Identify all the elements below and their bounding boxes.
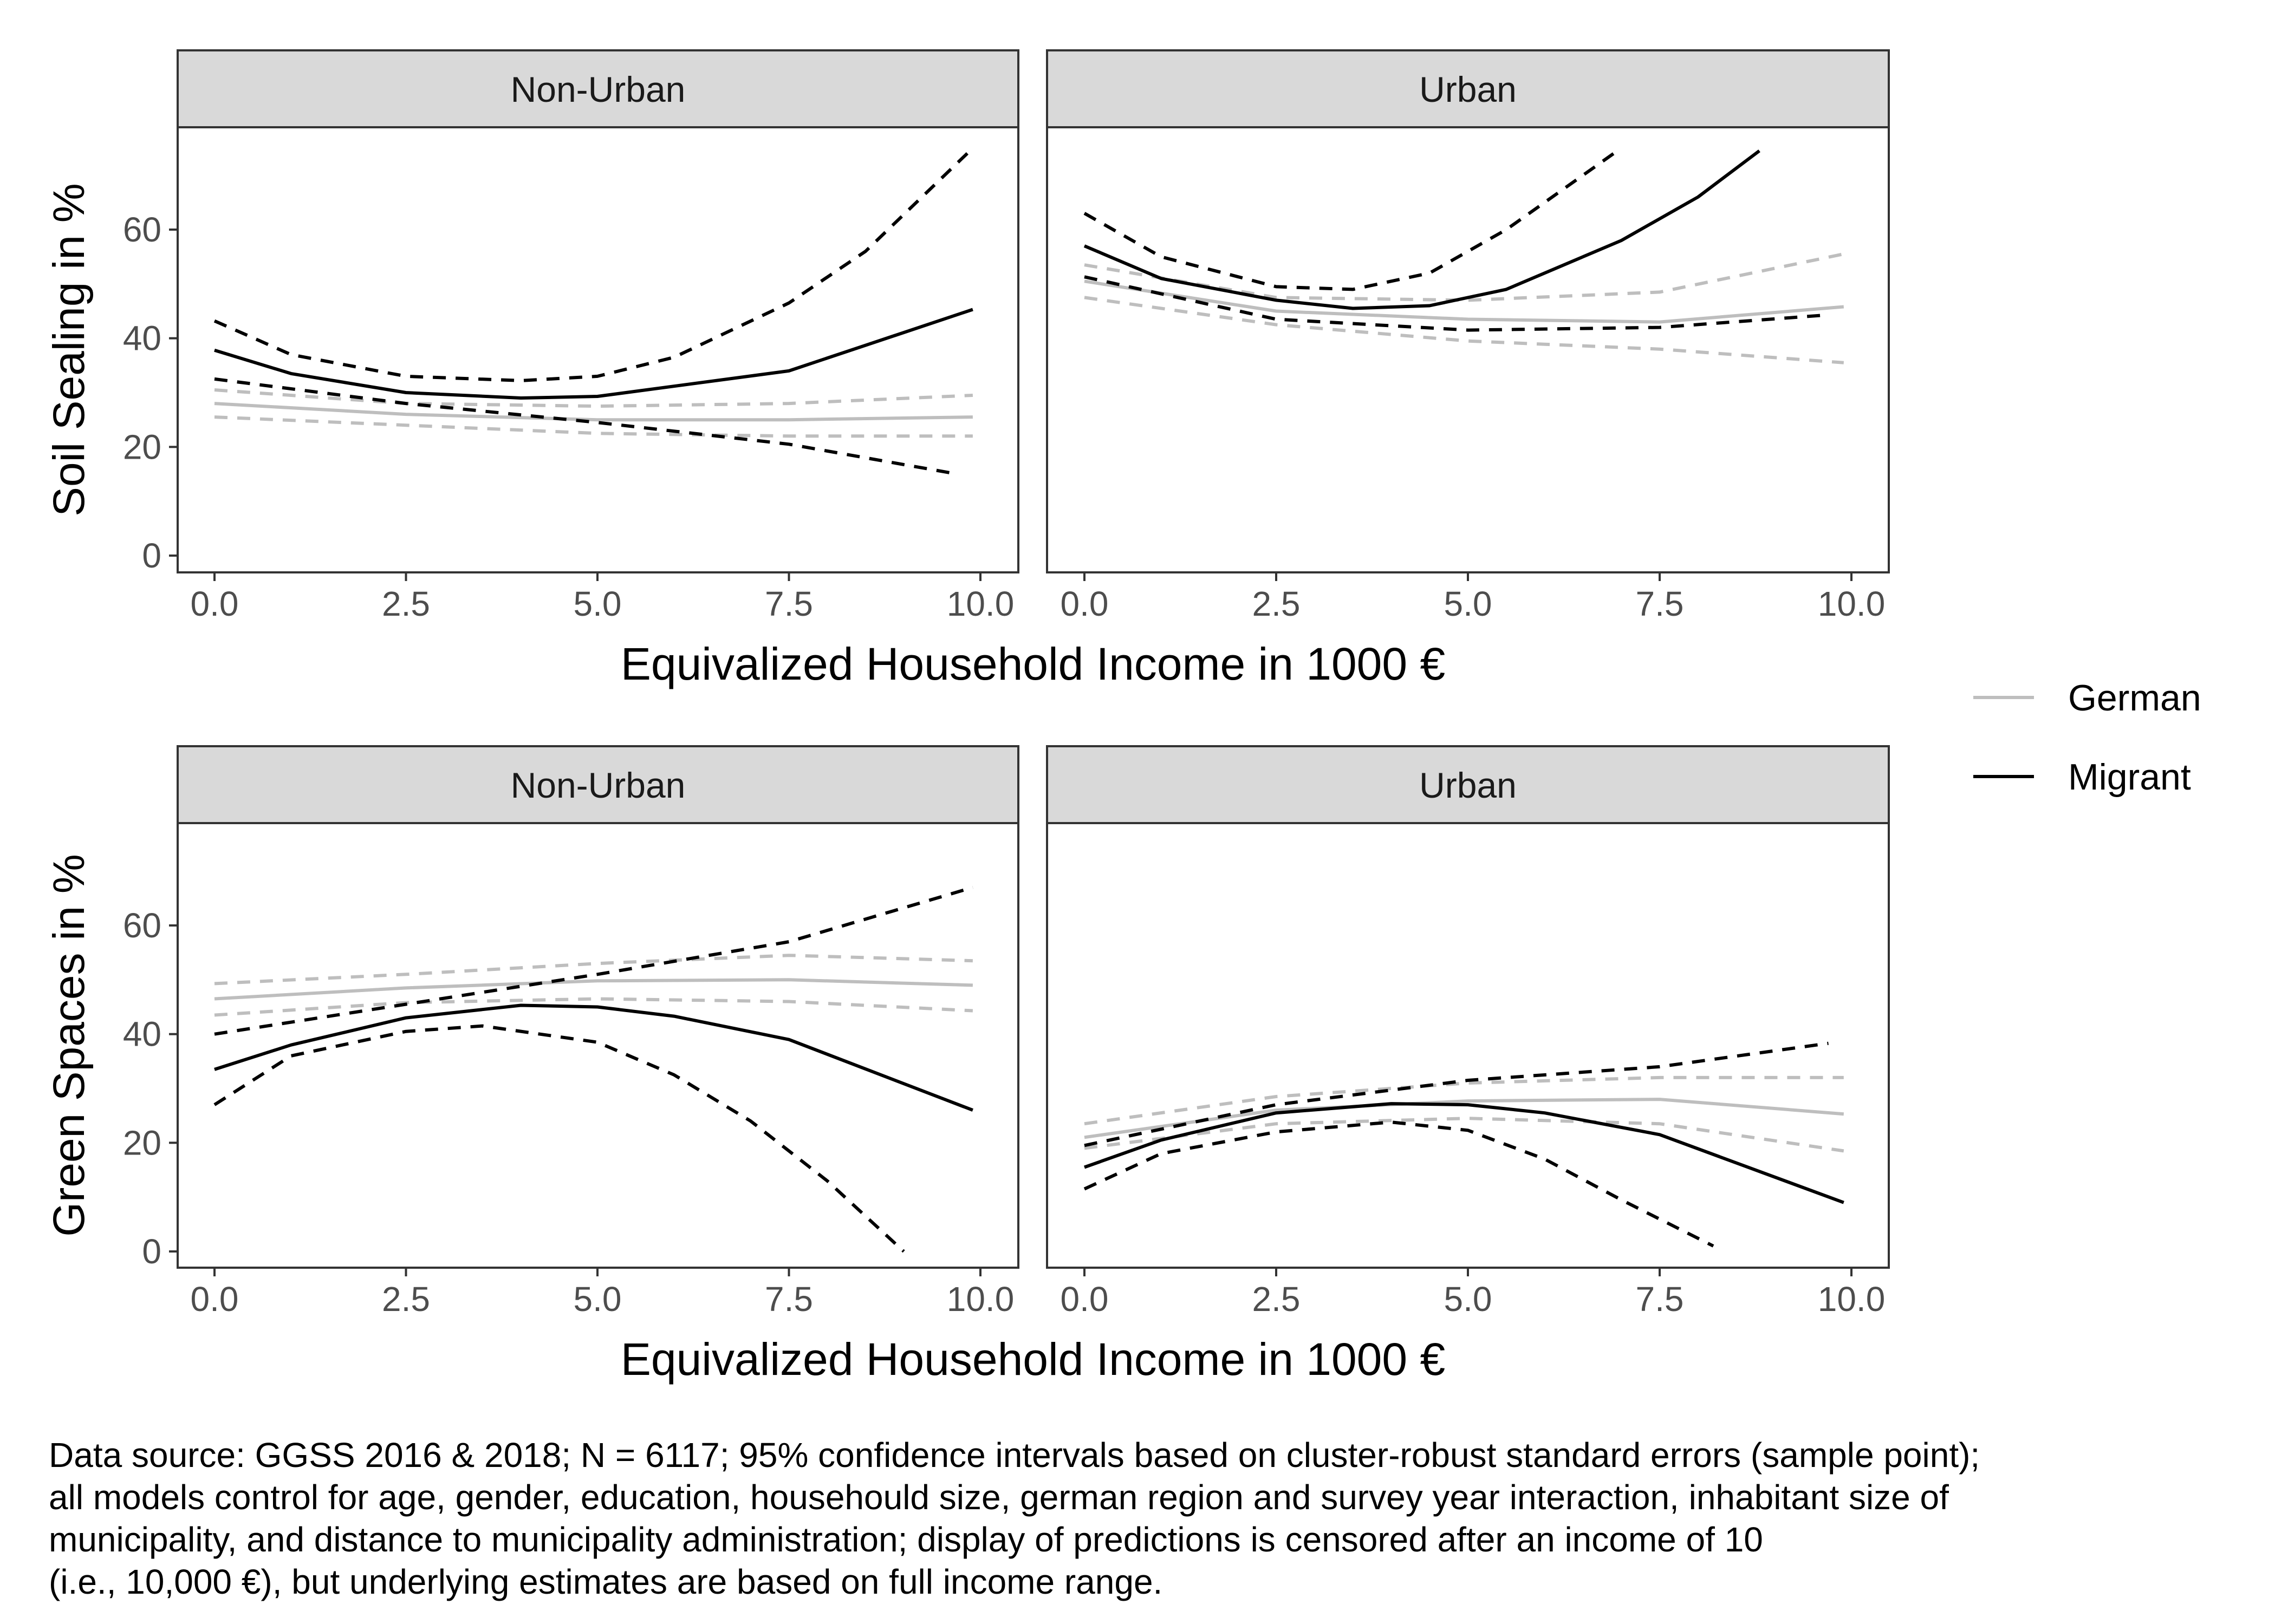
caption-line-3: municipality, and distance to municipali… [49, 1520, 1763, 1559]
migrant-ci-lower-line [214, 377, 958, 476]
legend-label: German [2068, 677, 2201, 719]
x-axis-title: Equivalized Household Income in 1000 € [621, 1334, 1445, 1385]
german-ci-lower-line [1084, 296, 1844, 364]
x-tick-label: 10.0 [947, 584, 1015, 623]
x-tick-label: 2.5 [382, 1280, 430, 1319]
y-tick-label: 60 [123, 906, 161, 945]
x-tick-label: 10.0 [1818, 1280, 1886, 1319]
x-tick-label: 7.5 [765, 584, 813, 623]
panel-bottom-right: Urban 0.0 2.5 5.0 7.5 10.0 [1046, 745, 1890, 1319]
series-group [213, 885, 973, 1253]
facet-label: Urban [1419, 765, 1517, 805]
y-tick-label: 20 [123, 427, 161, 466]
y-axis-title: Green Spaces in % [44, 854, 94, 1237]
series-group [1083, 1041, 1844, 1248]
migrant-estimate-line [1083, 149, 1760, 310]
y-tick-label: 60 [123, 210, 161, 249]
german-estimate-line [214, 978, 973, 1001]
y-tick-label: 20 [123, 1123, 161, 1162]
facet-strip [1046, 745, 1890, 824]
y-tick-label: 40 [123, 1015, 161, 1054]
panel-bottom-left: Non-Urban 0.0 2.5 5.0 7.5 10.0 0 20 40 60 Green Sp… [44, 745, 1019, 1319]
caption-line-4: (i.e., 10,000 €), but underlying estimat… [49, 1562, 1163, 1601]
x-tick-label: 10.0 [1818, 584, 1886, 623]
migrant-estimate-line [214, 1003, 973, 1112]
facet-label: Urban [1419, 69, 1517, 109]
german-estimate-line [1084, 279, 1844, 324]
series-group [1083, 149, 1844, 364]
migrant-ci-upper-line [214, 885, 973, 1036]
x-tick-label: 5.0 [1444, 584, 1492, 623]
migrant-ci-upper-line [1084, 1041, 1829, 1147]
x-tick-label: 10.0 [947, 1280, 1015, 1319]
series-group [213, 147, 974, 476]
migrant-ci-upper-line [1083, 152, 1615, 291]
migrant-ci-lower-line [1083, 1120, 1714, 1248]
y-tick-label: 0 [142, 536, 161, 575]
x-tick-label: 7.5 [1636, 584, 1684, 623]
x-tick-label: 0.0 [1061, 1280, 1109, 1319]
facet-strip [177, 745, 1019, 824]
legend: German Migrant [1973, 677, 2201, 798]
migrant-ci-lower-line [213, 1024, 905, 1253]
x-tick-label: 2.5 [382, 584, 430, 623]
x-tick-label: 5.0 [574, 584, 622, 623]
facet-label: Non-Urban [511, 69, 686, 109]
panel-border [1046, 822, 1890, 1269]
x-tick-label: 0.0 [191, 1280, 239, 1319]
german-estimate-line [214, 402, 973, 422]
migrant-ci-lower-line [1084, 275, 1829, 332]
german-ci-upper-line [1084, 252, 1844, 302]
x-tick-label: 2.5 [1252, 1280, 1301, 1319]
migrant-estimate-line [1083, 1102, 1844, 1204]
panel-top-right: Urban 0.0 2.5 5.0 7.5 10.0 [1046, 49, 1890, 623]
x-tick-label: 5.0 [1444, 1280, 1492, 1319]
migrant-ci-upper-line [213, 147, 974, 382]
x-axis-title: Equivalized Household Income in 1000 € [621, 638, 1445, 689]
panel-border [1046, 126, 1890, 573]
y-axis-title: Soil Sealing in % [44, 183, 94, 516]
german-estimate-line [1084, 1098, 1844, 1139]
x-tick-label: 2.5 [1252, 584, 1301, 623]
caption-line-2: all models control for age, gender, educ… [49, 1478, 1949, 1517]
panel-border [177, 126, 1019, 573]
x-tick-label: 7.5 [1636, 1280, 1684, 1319]
panel-border [177, 822, 1019, 1269]
x-tick-label: 0.0 [1061, 584, 1109, 623]
legend-label: Migrant [2068, 756, 2191, 798]
facet-label: Non-Urban [511, 765, 686, 805]
y-tick-label: 0 [142, 1232, 161, 1271]
german-ci-upper-line [1084, 1075, 1844, 1126]
x-tick-label: 0.0 [191, 584, 239, 623]
caption-line-1: Data source: GGSS 2016 & 2018; N = 6117;… [49, 1436, 1980, 1475]
facet-strip [177, 49, 1019, 128]
migrant-estimate-line [214, 308, 973, 400]
y-tick-label: 40 [123, 319, 161, 358]
x-tick-label: 5.0 [574, 1280, 622, 1319]
german-ci-lower-line [1084, 1117, 1844, 1153]
panel-top-left: Non-Urban 0.0 2.5 5.0 7.5 10.0 0 20 40 60 Soil Sea… [44, 49, 1019, 623]
caption: Data source: GGSS 2016 & 2018; N = 6117;… [49, 1434, 2259, 1603]
x-tick-label: 7.5 [765, 1280, 813, 1319]
